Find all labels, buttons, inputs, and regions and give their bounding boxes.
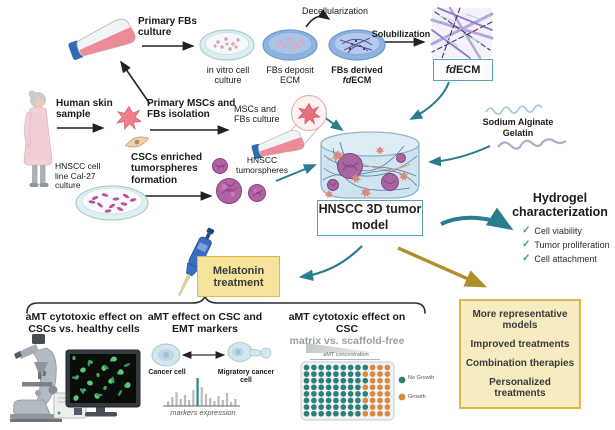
gelatin-chain-icon <box>497 138 567 150</box>
melatonin-treatment-box: Melatonin treatment <box>197 256 280 297</box>
hydrogel-checklist: ✓ Cell viability ✓ Tumor proliferation ✓… <box>522 224 610 265</box>
decellularization-label: Decellularization <box>301 6 369 16</box>
well-plate-icon <box>300 361 395 421</box>
fdecm-fibers-image <box>430 6 494 60</box>
spheres-to-model-arrow <box>275 164 317 182</box>
migratory-cancer-cell-icon <box>227 342 272 362</box>
workflow-arrows <box>57 9 426 201</box>
cal27-dish-icon <box>75 185 149 221</box>
amt-concentration-label: aMT concentration <box>323 352 369 358</box>
outcomes-box: More representative models Improved trea… <box>459 299 581 409</box>
dish1-label: in vitro cell culture <box>206 65 250 86</box>
markers-axis-label: markers expression <box>170 408 236 417</box>
outcome-item: Personalized treatments <box>489 377 551 399</box>
fluorescent-cells <box>71 355 131 401</box>
markers-expression-chart <box>163 378 240 407</box>
fdecm-box: fdECM <box>433 59 493 81</box>
check-icon: ✓ <box>522 239 531 250</box>
check-label: Cell viability <box>534 225 582 236</box>
concentration-gradient-icon <box>306 343 380 360</box>
no-growth-dot <box>398 376 406 384</box>
msc-culture-flask-icon <box>251 94 328 159</box>
model-to-hydrogel-arrow <box>440 207 514 231</box>
model-to-melatonin-arrow <box>298 245 363 281</box>
tumorspheres-icon <box>212 158 266 204</box>
check-row: ✓ Cell viability <box>522 224 610 237</box>
fdecm-to-model-arrow <box>409 81 450 120</box>
cancer-cell-icon <box>151 343 181 367</box>
decellularization-arrow <box>305 9 331 28</box>
tumor-model-3d-icon <box>320 131 420 199</box>
growth-dot <box>398 393 406 401</box>
outcome-item: More representative models <box>472 309 568 331</box>
pipette-icon <box>178 227 215 296</box>
human-skin-label: Human skin sample <box>56 98 113 121</box>
check-row: ✓ Tumor proliferation <box>522 238 610 251</box>
cancer-cell-label: Cancer cell <box>148 369 186 376</box>
panel2-title: aMT effect on CSC and EMT markers <box>147 311 263 335</box>
panel3-title: aMT cytotoxic effect on CSC matrix vs. s… <box>288 311 406 347</box>
outcome-item: Improved treatments <box>470 339 570 350</box>
hnscc-line-label: HNSCC cell line Cal-27 culture <box>55 161 101 191</box>
panel1-title: aMT cytotoxic effect on CSCs vs. healthy… <box>25 311 143 335</box>
msc-fb-cells-icon <box>116 105 150 148</box>
msc-culture-label: MSCs and FBs culture <box>234 104 280 125</box>
check-icon: ✓ <box>522 253 531 264</box>
gelatin-label: Gelatin <box>502 128 534 138</box>
solubilization-label: Solubilization <box>371 29 431 39</box>
monitor-icon <box>65 349 141 417</box>
tumorspheres-label: HNSCC tumorspheres <box>236 155 288 175</box>
msc-isolation-label: Primary MSCs and FBs isolation <box>147 98 236 121</box>
migratory-cell-label: Migratory cancer cell <box>217 369 275 384</box>
well-plate-wells <box>303 364 391 417</box>
check-row: ✓ Cell attachment <box>522 252 610 265</box>
model-to-outcomes-arrow <box>397 246 488 288</box>
alginate-to-model-arrow <box>428 145 491 167</box>
csc-formation-label: CSCs enriched tumorspheres formation <box>131 152 203 186</box>
check-label: Tumor proliferation <box>534 239 610 250</box>
model-box: HNSCC 3D tumor model <box>317 200 423 236</box>
check-label: Cell attachment <box>534 253 597 264</box>
primary-fbs-label: Primary FBs culture <box>138 16 197 39</box>
dish2-label: FBs deposit ECM <box>266 65 314 86</box>
microscope-icon <box>10 334 62 422</box>
check-icon: ✓ <box>522 225 531 236</box>
sodium-alginate-label: Sodium Alginate <box>482 117 554 127</box>
outcome-item: Combination therapies <box>465 358 575 369</box>
patient-icon <box>23 90 53 187</box>
dish-in-vitro <box>199 29 255 61</box>
dish3-label: FBs derived fdECM <box>331 65 383 86</box>
dish-fbs-derived-fdecm <box>328 29 386 61</box>
growth-label: Growth <box>408 394 426 400</box>
hydrogel-title: Hydrogel characterization <box>512 191 608 220</box>
no-growth-label: No Growth <box>408 375 435 381</box>
sodium-alginate-chain-icon <box>485 104 543 115</box>
culture-flask-icon <box>68 18 136 60</box>
dish-fbs-deposit <box>262 29 318 61</box>
